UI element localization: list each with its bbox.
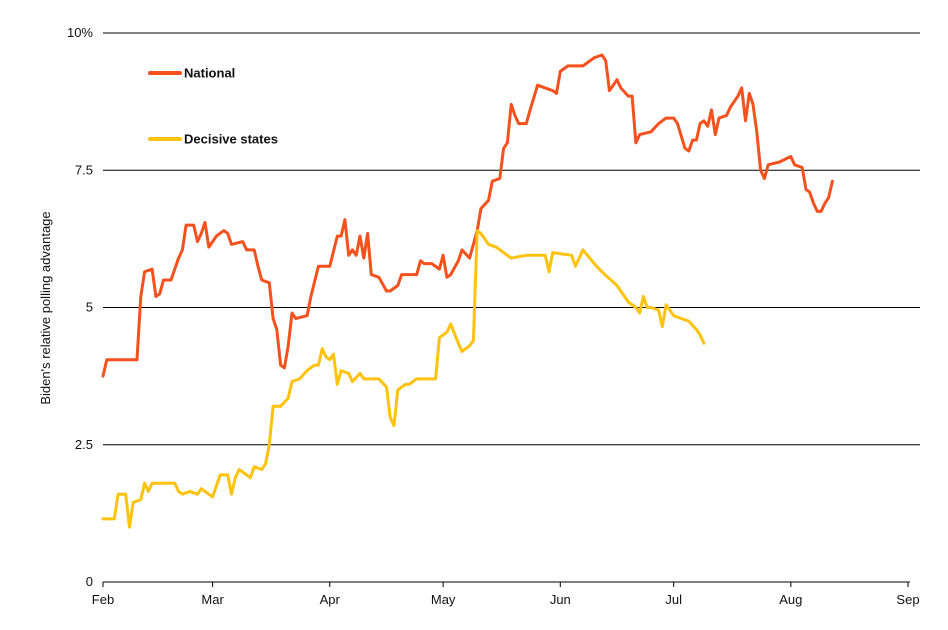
x-tick-label: May xyxy=(431,592,456,607)
y-tick-label: 5 xyxy=(86,300,93,315)
series-lines xyxy=(101,53,834,529)
legend-label: National xyxy=(184,66,235,81)
x-tick-label: Aug xyxy=(779,592,802,607)
x-tick-label: Apr xyxy=(320,592,341,607)
x-tick-label: Mar xyxy=(201,592,224,607)
x-tick-label: Sep xyxy=(896,592,919,607)
gridlines xyxy=(103,32,920,446)
series-line-national xyxy=(101,53,834,378)
y-tick-label: 10% xyxy=(67,25,93,40)
x-tick-label: Jun xyxy=(550,592,571,607)
x-tick-label: Jul xyxy=(665,592,682,607)
y-axis-title: Biden's relative polling advantage xyxy=(38,211,53,404)
series-line-decisive-states xyxy=(101,229,706,529)
legend-label: Decisive states xyxy=(184,132,278,147)
x-axis: Feb Mar Apr May Jun Jul Aug Sep xyxy=(92,581,920,607)
legend: National Decisive states xyxy=(148,66,278,147)
y-tick-label: 0 xyxy=(86,574,93,589)
y-tick-labels: 0 2.5 5 7.5 10% xyxy=(67,25,93,589)
x-tick-label: Feb xyxy=(92,592,114,607)
y-tick-label: 7.5 xyxy=(75,162,93,177)
y-tick-label: 2.5 xyxy=(75,437,93,452)
